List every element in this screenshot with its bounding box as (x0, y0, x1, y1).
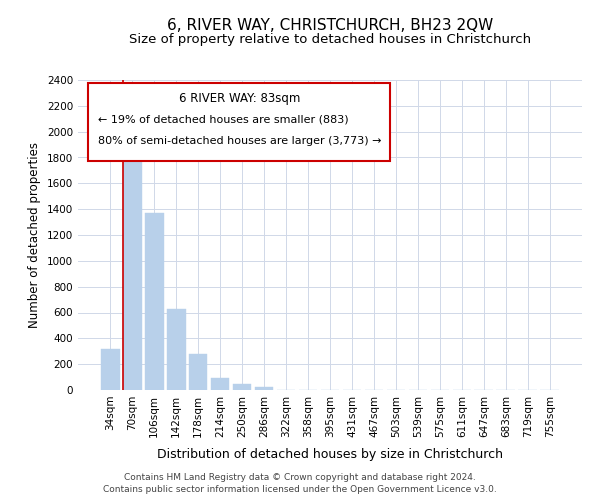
Text: 6 RIVER WAY: 83sqm: 6 RIVER WAY: 83sqm (179, 92, 300, 106)
FancyBboxPatch shape (88, 83, 391, 160)
Bar (145, 213, 164, 390)
Text: ← 19% of detached houses are smaller (883): ← 19% of detached houses are smaller (88… (98, 114, 349, 124)
Bar (101, 348, 119, 390)
Bar (189, 354, 208, 390)
X-axis label: Distribution of detached houses by size in Christchurch: Distribution of detached houses by size … (157, 448, 503, 461)
Text: 6, RIVER WAY, CHRISTCHURCH, BH23 2QW: 6, RIVER WAY, CHRISTCHURCH, BH23 2QW (167, 18, 493, 32)
Bar (211, 378, 229, 390)
Bar (233, 384, 251, 390)
Text: Contains HM Land Registry data © Crown copyright and database right 2024.: Contains HM Land Registry data © Crown c… (124, 473, 476, 482)
Y-axis label: Number of detached properties: Number of detached properties (28, 142, 41, 328)
Bar (167, 308, 185, 390)
Text: Contains public sector information licensed under the Open Government Licence v3: Contains public sector information licen… (103, 484, 497, 494)
Bar (255, 387, 274, 390)
Text: Size of property relative to detached houses in Christchurch: Size of property relative to detached ho… (129, 32, 531, 46)
Text: 80% of semi-detached houses are larger (3,773) →: 80% of semi-detached houses are larger (… (98, 136, 382, 146)
Bar (123, 138, 142, 390)
